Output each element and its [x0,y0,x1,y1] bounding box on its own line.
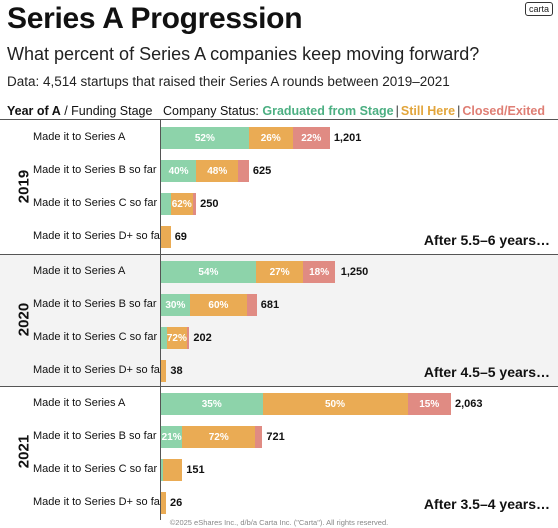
legend-still-here: Still Here [400,104,456,118]
row-label: Made it to Series C so far [33,197,158,209]
bar-segment: 48% [196,160,239,182]
bar-total-label: 625 [252,165,272,177]
bar-segment: 72% [166,327,188,349]
bar-segment [161,459,164,481]
legend-graduated: Graduated from Stage [262,104,394,118]
bar-total-label: 721 [266,431,285,443]
bar-segment: 62% [170,193,193,215]
bar-segment [255,426,263,448]
year-of-a-label: Year of A [7,104,61,118]
bar-segment: 72% [182,426,256,448]
elapsed-note: After 3.5–4 years… [423,496,550,512]
bar-segment [161,226,171,248]
row-label: Made it to Series D+ so far [33,364,164,376]
bar-total-label: 1,250 [340,266,369,278]
bar-segment: 22% [292,127,330,149]
row-label: Made it to Series C so far [33,463,158,475]
bar-total-label: 250 [200,198,219,210]
bar-total-label: 38 [170,365,183,377]
bar-total-label: 2,063 [455,398,483,410]
row-label: Made it to Series D+ so far [33,496,164,508]
bar-total-label: 26 [170,497,183,509]
bar-total-label: 1,201 [333,132,362,144]
row-label: Made it to Series B so far [33,164,157,176]
legend-prefix: Company Status: [163,104,263,118]
year-label-2019: 2019 [15,169,33,204]
bar-segment [247,294,257,316]
bar-segment: 52% [161,127,249,149]
bar-segment [238,160,249,182]
bar-segment [192,193,197,215]
group-divider [0,386,558,387]
bar-segment [161,327,167,349]
bar-segment: 27% [255,261,304,283]
row-label: Made it to Series A [33,397,126,409]
bar-total-label: 151 [186,464,205,476]
year-label-2021: 2021 [15,434,33,469]
bar-segment: 30% [161,294,190,316]
row-label: Made it to Series D+ so far [33,230,164,242]
bar-segment: 15% [407,393,451,415]
bar-total-label: 69 [174,231,187,243]
row-label: Made it to Series A [33,265,126,277]
year-label-2020: 2020 [15,302,33,337]
chart-title: Series A Progression [7,2,303,35]
bar-segment: 60% [189,294,248,316]
bar-segment: 18% [303,261,335,283]
carta-logo: carta [524,2,553,16]
bar-baseline [160,120,161,520]
group-divider [0,254,558,255]
data-note: Data: 4,514 startups that raised their S… [7,74,450,89]
legend-closed: Closed/Exited [462,104,545,118]
row-label: Made it to Series B so far [33,298,157,310]
bar-segment: 21% [161,426,183,448]
bar-segment [163,459,183,481]
row-label: Made it to Series B so far [33,430,157,442]
axis-header-left: Year of A / Funding Stage [7,104,152,118]
chart-subtitle: What percent of Series A companies keep … [7,44,480,64]
row-label: Made it to Series C so far [33,331,158,343]
bar-segment: 26% [248,127,293,149]
legend: Company Status: Graduated from Stage | Sti… [163,104,545,118]
copyright-footer: ©2025 eShares Inc., d/b/a Carta Inc. ("C… [169,518,389,527]
bar-segment [161,360,167,382]
elapsed-note: After 4.5–5 years… [423,364,550,380]
elapsed-note: After 5.5–6 years… [423,232,550,248]
bar-total-label: 202 [193,332,212,344]
bar-segment [187,327,190,349]
bar-segment: 40% [161,160,197,182]
bar-segment: 54% [161,261,256,283]
funding-stage-label: / Funding Stage [60,104,153,118]
bar-segment: 50% [262,393,408,415]
row-label: Made it to Series A [33,131,126,143]
header-rule [0,119,558,120]
bar-segment: 35% [161,393,263,415]
bar-segment [161,193,171,215]
bar-total-label: 681 [260,299,280,311]
bar-segment [161,492,166,514]
